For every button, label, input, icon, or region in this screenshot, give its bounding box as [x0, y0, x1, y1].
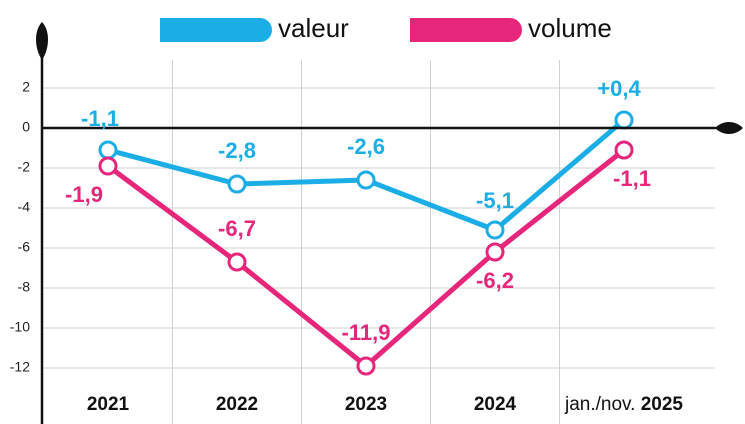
legend-swatch: [410, 18, 522, 42]
x-tick-label: 2021: [87, 394, 130, 415]
axis-cap: [715, 122, 743, 134]
data-label: -11,9: [342, 320, 391, 345]
y-tick-label: 2: [22, 79, 30, 95]
data-label: -1,1: [613, 166, 651, 191]
legend-label: volume: [528, 13, 612, 43]
x-tick-label: 2023: [345, 394, 387, 415]
point: [485, 220, 505, 240]
data-label: -2,6: [347, 134, 385, 159]
lines: [98, 110, 634, 376]
data-label: +0,4: [597, 76, 641, 101]
x-tick-label: 2024: [474, 394, 517, 415]
data-label: -2,8: [218, 138, 256, 163]
data-label: -5,1: [476, 188, 514, 213]
axis-cap: [36, 22, 48, 60]
data-label: -1,9: [65, 182, 103, 207]
y-tick-label: -4: [18, 199, 31, 215]
point: [227, 252, 247, 272]
y-tick-label: -6: [18, 239, 31, 255]
y-tick-label: -10: [10, 319, 30, 335]
point: [98, 140, 118, 160]
y-tick-label: -2: [18, 159, 31, 175]
y-tick-label: -8: [18, 279, 31, 295]
legend-label: valeur: [278, 13, 349, 43]
point: [485, 242, 505, 262]
y-tick-label: -12: [10, 359, 30, 375]
point: [614, 110, 634, 130]
point: [227, 174, 247, 194]
point: [98, 156, 118, 176]
data-label: -6,2: [476, 268, 514, 293]
y-tick-label: 0: [22, 119, 30, 135]
data-label: -6,7: [218, 216, 256, 241]
grid: [42, 60, 715, 424]
data-label: -1,1: [81, 106, 119, 131]
x-tick-label: jan./nov. 2025: [564, 394, 683, 415]
legend-swatch: [160, 18, 272, 42]
point: [356, 356, 376, 376]
x-tick-label: 2022: [216, 394, 258, 415]
point: [614, 140, 634, 160]
point: [356, 170, 376, 190]
